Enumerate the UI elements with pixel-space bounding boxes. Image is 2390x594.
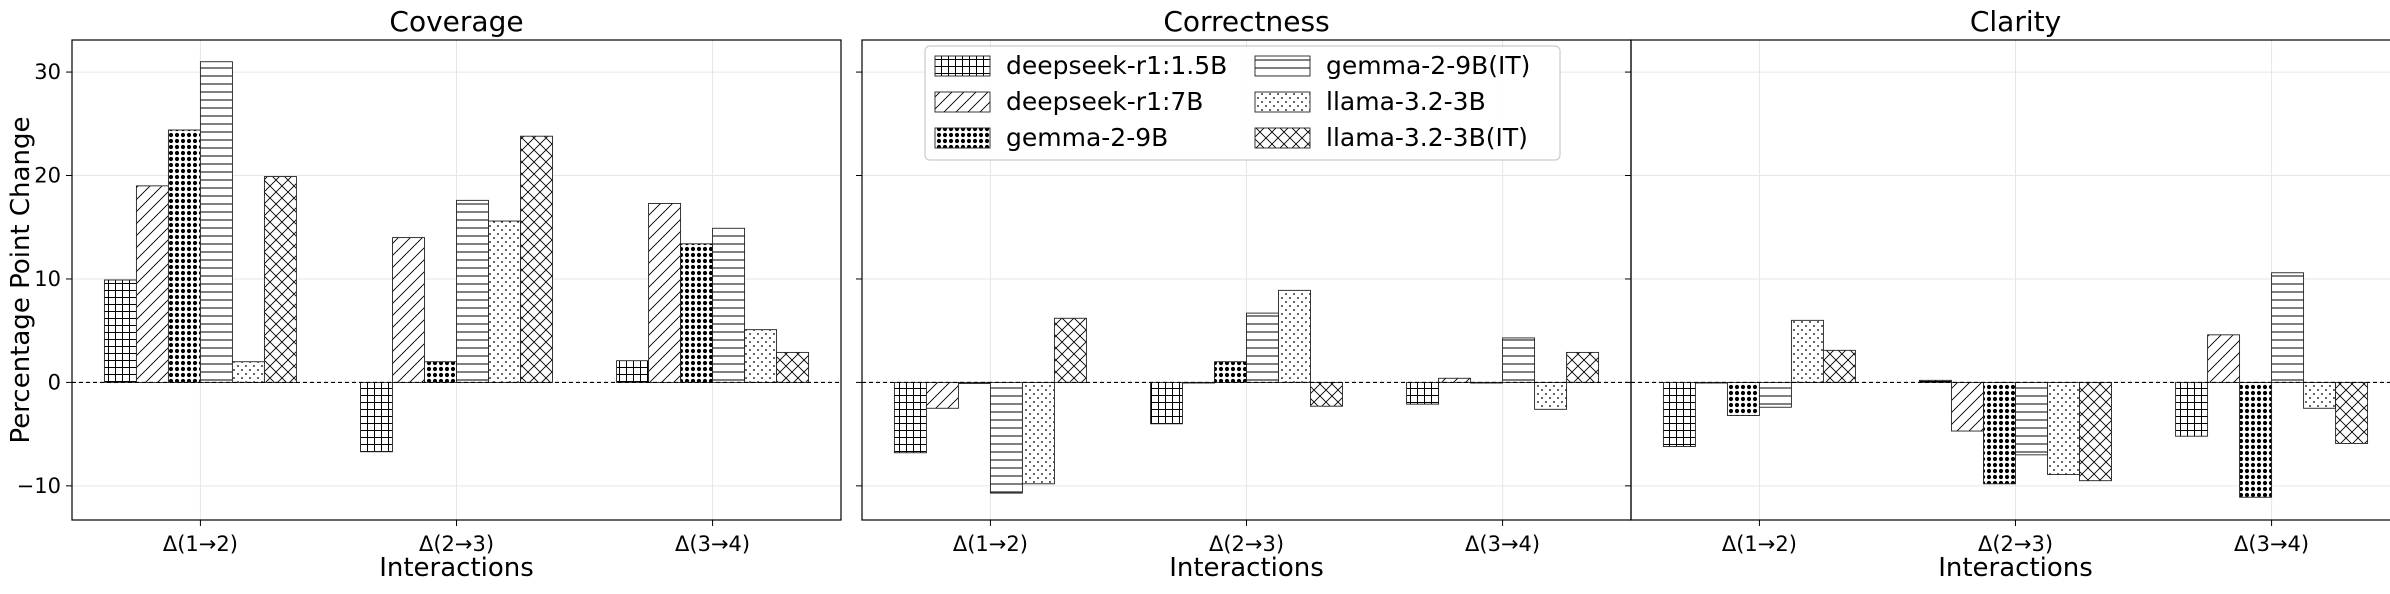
bar-coverage-llama-3-2-3b-2 <box>488 220 521 383</box>
y-axis-label: Percentage Point Change <box>6 117 36 444</box>
bar-correctness-llama-3-2-3b-3 <box>1534 381 1568 410</box>
bar-clarity-deepseek-r1-1-5b-3 <box>2175 381 2209 437</box>
bar-coverage-deepseek-r1-1-5b-3 <box>616 360 650 383</box>
bar-coverage-gemma-2-9b-2 <box>424 361 457 383</box>
bar-coverage-llama-3-2-3b-it-2 <box>520 135 553 383</box>
legend-label: llama-3.2-3B(IT) <box>1326 123 1528 152</box>
legend-item-gemma-2-9b: gemma-2-9B <box>934 123 1168 152</box>
panel-title: Coverage <box>389 5 523 38</box>
bar-correctness-llama-3-2-3b-it-1 <box>1053 317 1087 383</box>
bar-correctness-llama-3-2-3b-2 <box>1278 289 1311 383</box>
bar-correctness-deepseek-r1-1-5b-1 <box>893 381 927 454</box>
bar-clarity-llama-3-2-3b-2 <box>2047 381 2080 475</box>
x-tick-label: Δ(2→3) <box>1978 532 2053 556</box>
bar-coverage-gemma-2-9b-it-1 <box>199 61 233 383</box>
bar-clarity-llama-3-2-3b-1 <box>1790 319 1824 383</box>
bar-correctness-llama-3-2-3b-it-2 <box>1310 381 1343 407</box>
panel-title: Clarity <box>1970 5 2061 38</box>
y-tick-label: 10 <box>34 267 61 291</box>
bar-correctness-deepseek-r1-7b-1 <box>925 381 959 409</box>
bar-coverage-llama-3-2-3b-it-1 <box>263 176 297 383</box>
bar-clarity-llama-3-2-3b-3 <box>2303 381 2337 409</box>
bar-clarity-gemma-2-9b-3 <box>2239 381 2273 498</box>
bar-coverage-deepseek-r1-7b-3 <box>648 202 682 383</box>
x-axis-label: Interactions <box>1169 553 1324 583</box>
legend-item-llama-3-2-3b-it: llama-3.2-3B(IT) <box>1254 123 1528 152</box>
bar-correctness-gemma-2-9b-it-1 <box>989 381 1023 494</box>
bar-coverage-gemma-2-9b-1 <box>167 129 201 383</box>
bar-clarity-gemma-2-9b-it-1 <box>1758 381 1792 408</box>
legend-item-gemma-2-9b-it: gemma-2-9B(IT) <box>1254 51 1530 80</box>
bar-correctness-llama-3-2-3b-1 <box>1021 381 1055 485</box>
legend-label: deepseek-r1:7B <box>1006 87 1203 116</box>
x-tick-label: Δ(1→2) <box>1722 532 1797 556</box>
legend-swatch <box>934 127 991 149</box>
bar-correctness-gemma-2-9b-it-3 <box>1502 337 1536 383</box>
bar-correctness-deepseek-r1-1-5b-3 <box>1406 381 1440 405</box>
panel-correctness: Δ(1→2) Δ(2→3) Δ(3→4) Correctness Interaction… <box>856 5 1632 583</box>
legend-swatch <box>1254 91 1311 113</box>
legend-swatch <box>1254 127 1311 149</box>
y-tick-label: 0 <box>48 370 61 394</box>
bar-correctness-gemma-2-9b-2 <box>1214 361 1247 383</box>
x-tick-label: Δ(3→4) <box>2234 532 2309 556</box>
bar-coverage-gemma-2-9b-3 <box>680 243 714 383</box>
bar-clarity-gemma-2-9b-it-2 <box>2015 381 2048 456</box>
bar-coverage-gemma-2-9b-it-2 <box>456 199 489 383</box>
bar-clarity-llama-3-2-3b-it-2 <box>2079 381 2112 482</box>
bar-clarity-gemma-2-9b-2 <box>1983 381 2016 485</box>
panel-clarity: Δ(1→2) Δ(2→3) Δ(3→4) Clarity Interactions <box>1625 5 2390 583</box>
bar-coverage-deepseek-r1-1-5b-2 <box>360 381 393 453</box>
panel-coverage: −10 0 10 20 30 Δ(1→2) Δ(2→3) Δ(3→4) Coverage Inte… <box>17 5 842 583</box>
y-tick-label: 30 <box>34 60 61 84</box>
legend-label: gemma-2-9B(IT) <box>1326 51 1530 80</box>
legend-item-llama-3-2-3b: llama-3.2-3B <box>1254 87 1486 116</box>
bar-coverage-llama-3-2-3b-3 <box>744 329 778 383</box>
bar-clarity-deepseek-r1-7b-2 <box>1951 381 1984 432</box>
legend-item-deepseek-r1-7b: deepseek-r1:7B <box>934 87 1203 116</box>
bar-correctness-deepseek-r1-7b-3 <box>1438 377 1472 383</box>
bar-clarity-gemma-2-9b-1 <box>1726 381 1760 416</box>
chart-legend: deepseek-r1:1.5B deepseek-r1:7B gemma-2-9B… <box>924 45 1561 161</box>
legend-swatch <box>934 55 991 77</box>
x-tick-label: Δ(1→2) <box>163 532 238 556</box>
y-tick-label: −10 <box>17 474 61 498</box>
x-tick-label: Δ(2→3) <box>419 532 494 556</box>
bar-correctness-gemma-2-9b-it-2 <box>1246 312 1279 383</box>
legend-label: deepseek-r1:1.5B <box>1006 51 1227 80</box>
x-tick-label: Δ(2→3) <box>1209 532 1284 556</box>
legend-label: gemma-2-9B <box>1006 123 1168 152</box>
legend-box <box>924 45 1561 161</box>
bar-coverage-deepseek-r1-7b-1 <box>135 185 169 383</box>
bar-coverage-deepseek-r1-1-5b-1 <box>103 279 137 383</box>
legend-label: llama-3.2-3B <box>1326 87 1486 116</box>
bar-coverage-llama-3-2-3b-it-3 <box>776 351 810 383</box>
panel-title: Correctness <box>1163 5 1329 38</box>
x-tick-label: Δ(3→4) <box>1465 532 1540 556</box>
bar-coverage-llama-3-2-3b-1 <box>231 361 265 383</box>
bar-clarity-llama-3-2-3b-it-1 <box>1822 349 1856 383</box>
bar-clarity-deepseek-r1-1-5b-1 <box>1662 381 1696 448</box>
y-tick-label: 20 <box>34 164 61 188</box>
bar-coverage-deepseek-r1-7b-2 <box>392 237 425 383</box>
x-axis-label: Interactions <box>379 553 534 583</box>
bar-clarity-llama-3-2-3b-it-3 <box>2335 381 2369 444</box>
legend-swatch <box>934 91 991 113</box>
x-tick-label: Δ(1→2) <box>953 532 1028 556</box>
legend-swatch <box>1254 55 1311 77</box>
bar-clarity-deepseek-r1-7b-3 <box>2207 334 2241 383</box>
x-tick-label: Δ(3→4) <box>675 532 750 556</box>
legend-item-deepseek-r1-1-5b: deepseek-r1:1.5B <box>934 51 1227 80</box>
x-axis-label: Interactions <box>1938 553 2093 583</box>
bar-clarity-gemma-2-9b-it-3 <box>2271 272 2305 383</box>
bar-correctness-llama-3-2-3b-it-3 <box>1566 351 1600 383</box>
bar-correctness-deepseek-r1-1-5b-2 <box>1150 381 1183 425</box>
bar-coverage-gemma-2-9b-it-3 <box>712 227 746 383</box>
